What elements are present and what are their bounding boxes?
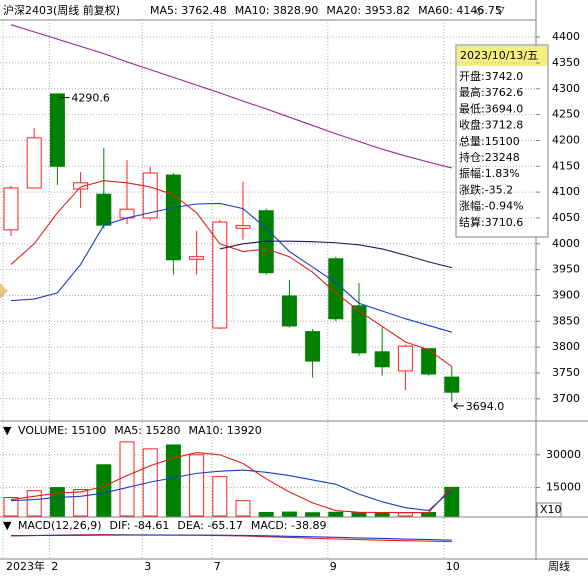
annotation-arrow <box>453 402 464 410</box>
low-label: 3694.0 <box>466 400 505 413</box>
candle-body <box>49 93 65 167</box>
candle-body <box>26 137 42 189</box>
line <box>10 534 452 541</box>
candle-body <box>305 331 321 362</box>
candle-body <box>73 182 89 190</box>
y-tick-label: 3700 <box>552 392 580 405</box>
volume-bar <box>26 490 42 517</box>
legend-entry: MA20: 3953.82 <box>326 4 410 17</box>
legend-entry: MA5: 3762.48 <box>150 4 227 17</box>
volume-bar <box>49 487 65 517</box>
y-tick-label: 4250 <box>552 108 580 121</box>
candle-body <box>444 376 460 393</box>
scale-label: X10 <box>540 503 562 516</box>
volume-bar <box>165 444 181 517</box>
y-tick-label: 4200 <box>552 133 580 146</box>
legend-entry: MACD: -38.89 <box>251 519 327 532</box>
info-row: 涨幅:-0.94% <box>459 200 524 213</box>
line <box>10 180 453 367</box>
candle-body <box>235 225 251 229</box>
volume-bar <box>258 512 274 517</box>
volume-bar <box>119 441 135 517</box>
info-date: 2023/10/13/五 <box>460 49 538 62</box>
info-row: 振幅:1.83% <box>459 166 520 180</box>
marker <box>0 283 8 299</box>
info-row: 最高:3762.6 <box>459 85 523 99</box>
info-row: 收盘:3712.8 <box>459 118 523 132</box>
y-tick-label: 3900 <box>552 288 580 301</box>
panel-icon: ▼ <box>3 519 12 532</box>
volume-bar <box>212 476 228 517</box>
chart-title: 沪深2403(周线 前复权) <box>3 3 120 17</box>
legend-entry: MA10: 13920 <box>188 424 261 437</box>
volume-bar <box>189 454 205 517</box>
info-row: 持仓:23248 <box>459 150 520 164</box>
legend-entry: VOLUME: 15100 <box>18 424 106 437</box>
period-label: 周线 <box>548 559 570 573</box>
volume-bar <box>73 489 89 517</box>
volume-bar <box>96 464 112 517</box>
x-tick-label: 3 <box>144 560 151 573</box>
line <box>10 24 452 169</box>
volume-bar <box>374 512 390 517</box>
y-tick-label: 4400 <box>552 30 580 43</box>
high-label: 4290.6 <box>71 92 110 105</box>
y-tick-label: 30000 <box>546 448 581 461</box>
line <box>219 240 452 269</box>
y-tick-label: 3850 <box>552 314 580 327</box>
info-row: 开盘:3742.0 <box>459 69 523 83</box>
info-header <box>457 46 547 66</box>
volume-bar <box>3 497 19 517</box>
candle-body <box>165 174 181 261</box>
y-tick-label: 4100 <box>552 185 580 198</box>
panel-icon: ▼ <box>3 424 12 437</box>
y-tick-label: 4300 <box>552 82 580 95</box>
candle-body <box>189 256 205 260</box>
legend-entry: DIF: -84.61 <box>110 519 170 532</box>
scale-box <box>536 502 562 518</box>
y-tick-label: 3800 <box>552 340 580 353</box>
y-tick-label: 4150 <box>552 159 580 172</box>
volume-bar <box>305 512 321 517</box>
x-tick-label: 10 <box>446 560 460 573</box>
legend-entry: MA60: 4146.75 <box>418 4 502 17</box>
line <box>10 452 453 514</box>
candle-body <box>374 351 390 368</box>
y-tick-label: 4350 <box>552 56 580 69</box>
line <box>10 469 453 512</box>
legend-entry: DEA: -65.17 <box>177 519 242 532</box>
y-tick-label: 4050 <box>552 211 580 224</box>
volume-bar <box>397 512 413 517</box>
y-tick-label: 3750 <box>552 366 580 379</box>
candle-body <box>397 345 413 372</box>
info-box <box>455 44 549 238</box>
candle-body <box>96 193 112 226</box>
legend-entry: MA10: 3828.90 <box>235 4 319 17</box>
x-tick-label: 7 <box>214 560 221 573</box>
icon[interactable]: ▽ <box>496 4 505 17</box>
candle-body <box>281 295 297 327</box>
candle-body <box>421 348 437 375</box>
volume-bar <box>351 512 367 517</box>
volume-bar <box>281 511 297 517</box>
candle-body <box>142 172 158 219</box>
y-tick-label: 15000 <box>546 481 581 494</box>
y-tick-label: 3950 <box>552 263 580 276</box>
candle-body <box>351 305 367 354</box>
candle-body <box>3 187 19 231</box>
y-tick-label: 4000 <box>552 237 580 250</box>
legend-entry: MACD(12,26,9) <box>18 519 102 532</box>
x-tick-label: 2023年 <box>6 559 45 573</box>
icon[interactable]: ◇ <box>475 4 484 17</box>
info-row: 涨跌:-35.2 <box>459 182 513 196</box>
info-row: 结算:3710.6 <box>459 215 523 229</box>
volume-bar <box>328 511 344 517</box>
line <box>10 202 452 333</box>
x-tick-label: 9 <box>330 560 337 573</box>
x-tick-label: 2 <box>51 560 58 573</box>
legend-entry: MA5: 15280 <box>114 424 180 437</box>
volume-bar <box>235 500 251 517</box>
info-row: 最低:3694.0 <box>459 102 523 115</box>
